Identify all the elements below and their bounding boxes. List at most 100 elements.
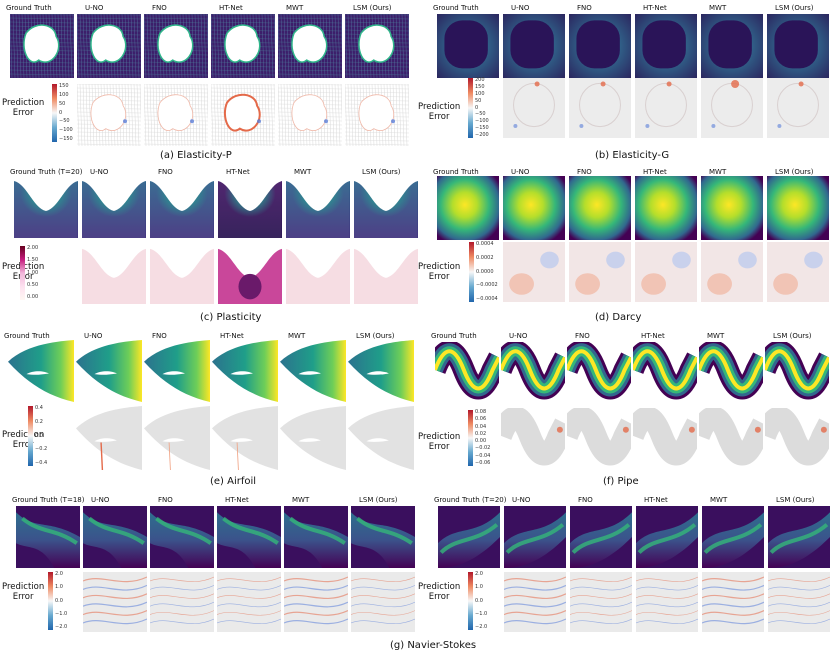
prediction-field xyxy=(570,506,632,568)
column-header: HT-Net xyxy=(220,332,244,340)
error-field xyxy=(76,406,142,470)
colorbar-tick-label: 0.02 xyxy=(475,430,487,437)
colorbar-tick-label: 2.0 xyxy=(55,571,63,577)
colorbar-tick-label: 1.0 xyxy=(55,584,63,591)
colorbar xyxy=(469,242,474,302)
prediction-field xyxy=(699,342,763,404)
colorbar-tick-label: −200 xyxy=(475,132,489,138)
prediction-field xyxy=(345,14,409,78)
error-field xyxy=(699,408,763,470)
prediction-field xyxy=(767,176,829,240)
error-field xyxy=(144,84,208,146)
colorbar-tick-label: −0.04 xyxy=(475,452,491,459)
prediction-field xyxy=(144,340,210,402)
error-field xyxy=(218,246,282,304)
prediction-field xyxy=(83,506,147,568)
prediction-field xyxy=(286,178,350,238)
column-header: FNO xyxy=(578,496,593,504)
error-field xyxy=(278,84,342,146)
colorbar-tick-label: 0.00 xyxy=(475,438,487,445)
error-field xyxy=(211,84,275,146)
column-header: Ground Truth xyxy=(433,4,479,12)
colorbar-tick-label: 0.08 xyxy=(475,409,487,415)
colorbar-tick-label: 2.00 xyxy=(27,245,39,251)
column-header: MWT xyxy=(707,332,725,340)
colorbar-tick-label: −0.06 xyxy=(475,460,491,466)
error-field xyxy=(636,572,698,632)
prediction-field xyxy=(767,14,829,78)
error-field xyxy=(635,78,697,138)
ground-truth-field xyxy=(8,340,74,402)
colorbar-tick-label: 2.0 xyxy=(475,571,483,577)
prediction-field xyxy=(150,178,214,238)
column-header: FNO xyxy=(152,332,167,340)
subfigure-caption: (f) Pipe xyxy=(603,476,639,487)
colorbar-tick-label: 50 xyxy=(59,100,66,107)
ground-truth-field xyxy=(10,14,74,78)
prediction-field xyxy=(284,506,348,568)
subfigure-caption: (e) Airfoil xyxy=(210,476,257,487)
column-header: MWT xyxy=(710,496,728,504)
error-field xyxy=(567,408,631,470)
column-header: LSM (Ours) xyxy=(359,496,398,504)
prediction-field xyxy=(569,176,631,240)
error-field xyxy=(348,406,414,470)
prediction-field xyxy=(218,178,282,238)
column-header: LSM (Ours) xyxy=(353,4,392,12)
column-header: HT-Net xyxy=(641,332,665,340)
column-header: MWT xyxy=(709,4,727,12)
prediction-field xyxy=(278,14,342,78)
column-header: U-NO xyxy=(511,4,530,12)
error-field xyxy=(351,572,415,632)
colorbar-tick-label: −2.0 xyxy=(475,624,488,630)
colorbar-tick-label: 0.06 xyxy=(475,416,487,423)
prediction-field xyxy=(348,340,414,402)
error-field xyxy=(504,572,566,632)
error-field xyxy=(150,572,214,632)
colorbar-tick-label: 0.0 xyxy=(55,597,63,604)
colorbar-tick-label: −50 xyxy=(59,118,70,125)
column-header: MWT xyxy=(286,4,304,12)
column-header: MWT xyxy=(292,496,310,504)
error-field xyxy=(701,78,763,138)
column-header: Ground Truth (T=18) xyxy=(12,496,85,504)
ground-truth-field xyxy=(438,506,500,568)
error-field xyxy=(702,572,764,632)
column-header: U-NO xyxy=(85,4,104,12)
column-header: FNO xyxy=(158,168,173,176)
error-field xyxy=(286,246,350,304)
column-header: FNO xyxy=(577,4,592,12)
column-header: Ground Truth (T=20) xyxy=(10,168,83,176)
column-header: MWT xyxy=(709,168,727,176)
column-header: FNO xyxy=(152,4,167,12)
prediction-field xyxy=(701,14,763,78)
prediction-field xyxy=(702,506,764,568)
column-header: Ground Truth xyxy=(433,168,479,176)
column-header: MWT xyxy=(294,168,312,176)
error-field xyxy=(767,78,829,138)
subfigure-caption: (c) Plasticity xyxy=(200,312,262,323)
column-header: U-NO xyxy=(512,496,531,504)
error-field xyxy=(570,572,632,632)
error-field xyxy=(144,406,210,470)
prediction-field xyxy=(212,340,278,402)
prediction-field xyxy=(211,14,275,78)
error-field xyxy=(280,406,346,470)
column-header: HT-Net xyxy=(644,496,668,504)
colorbar-tick-label: −50 xyxy=(475,111,486,118)
colorbar-tick-label: 0.50 xyxy=(27,281,39,288)
error-field xyxy=(150,246,214,304)
prediction-field xyxy=(636,506,698,568)
colorbar-tick-label: −150 xyxy=(59,136,73,142)
column-header: U-NO xyxy=(90,168,109,176)
prediction-field xyxy=(635,14,697,78)
error-field xyxy=(83,572,147,632)
colorbar-tick-label: 0.0004 xyxy=(476,241,494,247)
column-header: Ground Truth xyxy=(431,332,477,340)
